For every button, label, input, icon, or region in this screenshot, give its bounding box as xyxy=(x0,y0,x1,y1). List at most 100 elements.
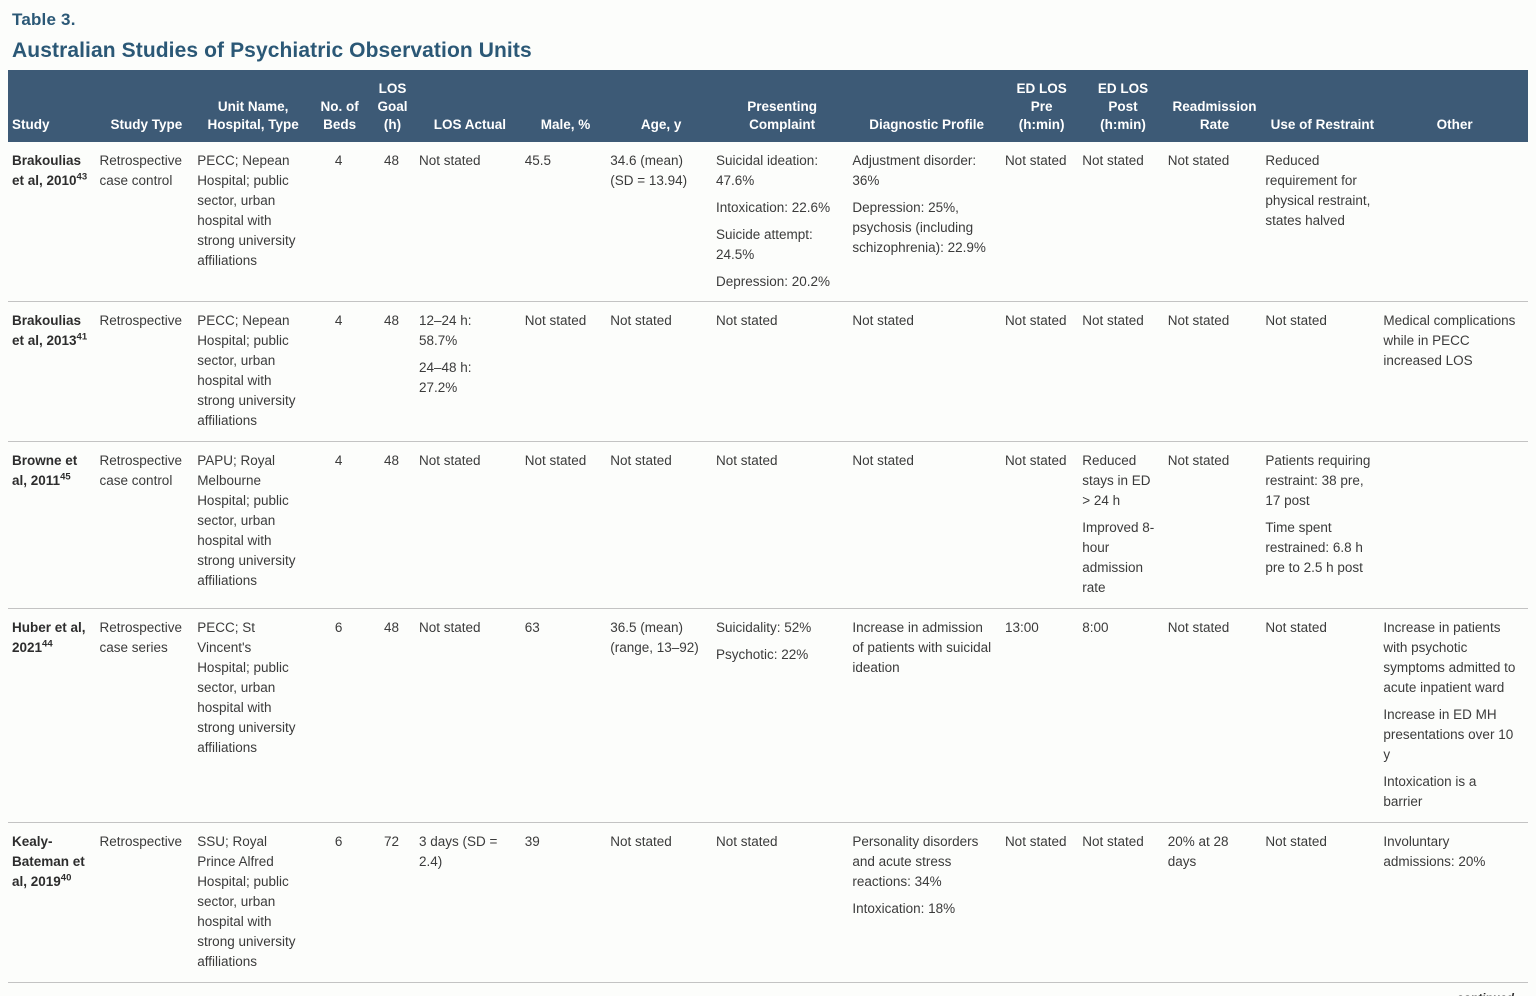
cell-ed_pre: Not stated xyxy=(1004,313,1067,329)
cell-los_goal: 48 xyxy=(384,453,400,469)
cell-study: Brakoulias et al, 201043 xyxy=(8,142,98,302)
cell-beds: 4 xyxy=(334,152,343,168)
cell-ed_pre: Not stated xyxy=(1004,833,1067,849)
cell-unit: PAPU; Royal Melbourne Hospital; public s… xyxy=(197,453,296,589)
cell-los_actual: Not stated xyxy=(418,152,481,168)
cell-paragraph: 24–48 h: 27.2% xyxy=(418,360,472,396)
cell-paragraph: Depression: 20.2% xyxy=(716,273,831,289)
cell-study: Browne et al, 201145 xyxy=(8,442,98,609)
cell-study: Brakoulias et al, 201341 xyxy=(8,302,98,442)
study-name: Brakoulias et al, 2010 xyxy=(12,152,82,188)
cell-other: Increase in patients with psychotic symp… xyxy=(1381,609,1528,823)
table-body: Brakoulias et al, 201043 Retrospective ca… xyxy=(8,142,1528,983)
cell-ed_post: Reduced stays in ED > 24 h Improved 8-hou… xyxy=(1080,442,1165,609)
cell-other xyxy=(1381,442,1528,609)
header-age: Age, y xyxy=(608,70,714,142)
cell-presenting: Suicidal ideation: 47.6% Intoxication: 22… xyxy=(714,142,850,302)
cell-paragraph: 12–24 h: 58.7% xyxy=(418,313,472,349)
cell-readmission: Not stated xyxy=(1167,453,1230,469)
cell-study_type: Retrospective xyxy=(99,313,183,329)
cell-other xyxy=(1381,142,1528,302)
header-ed_post: ED LOS Post (h:min) xyxy=(1080,70,1166,142)
cell-paragraph: Personality disorders and acute stress r… xyxy=(852,833,979,889)
cell-presenting: Not stated xyxy=(716,453,778,469)
cell-study_type: Retrospective case control xyxy=(99,152,183,188)
cell-paragraph: Intoxication: 18% xyxy=(852,900,956,916)
cell-los_goal: 48 xyxy=(384,152,400,168)
cell-paragraph: Patients requiring restraint: 38 pre, 17… xyxy=(1265,453,1371,509)
header-los_goal: LOS Goal (h) xyxy=(368,70,417,142)
cell-los_actual: Not stated xyxy=(418,620,481,636)
cell-age: Not stated xyxy=(610,453,672,469)
cell-paragraph: Improved 8-hour admission rate xyxy=(1082,520,1155,596)
header-readmission: Readmission Rate xyxy=(1165,70,1264,142)
cell-paragraph: Increase in patients with psychotic symp… xyxy=(1383,620,1516,695)
cell-male: 39 xyxy=(524,833,540,849)
study-name: Brakoulias et al, 2013 xyxy=(12,313,82,349)
cell-los_goal: 48 xyxy=(384,313,400,329)
table-row: Brakoulias et al, 201341 Retrospective PEC… xyxy=(8,302,1528,442)
cell-male: 63 xyxy=(524,620,540,636)
cell-paragraph: Intoxication: 22.6% xyxy=(716,199,831,215)
page-title: Australian Studies of Psychiatric Observ… xyxy=(12,39,532,62)
cell-study: Huber et al, 202144 xyxy=(8,609,98,823)
header-restraint: Use of Restraint xyxy=(1263,70,1382,142)
cell-presenting: Suicidality: 52% Psychotic: 22% xyxy=(714,609,850,823)
cell-paragraph: Increase in ED MH presentations over 10 … xyxy=(1383,706,1514,762)
cell-paragraph: Psychotic: 22% xyxy=(716,647,809,663)
cell-restraint: Reduced requirement for physical restrai… xyxy=(1265,152,1371,228)
cell-ed_post: Not stated xyxy=(1082,833,1144,849)
cell-paragraph: Depression: 25%, psychosis (including sc… xyxy=(852,199,986,255)
cell-los_actual: 12–24 h: 58.7% 24–48 h: 27.2% xyxy=(417,302,523,442)
header-diagnostic: Diagnostic Profile xyxy=(850,70,1003,142)
cell-study_type: Retrospective case control xyxy=(99,453,183,489)
cell-other: Medical complications while in PECC incr… xyxy=(1383,313,1516,369)
cell-los_goal: 48 xyxy=(384,620,400,636)
cell-other: Involuntary admissions: 20% xyxy=(1383,833,1486,869)
cell-unit: SSU; Royal Prince Alfred Hospital; publi… xyxy=(197,833,296,969)
cell-restraint: Patients requiring restraint: 38 pre, 17… xyxy=(1263,442,1381,609)
cell-diagnostic: Not stated xyxy=(852,453,914,469)
table-row: Browne et al, 201145 Retrospective case c… xyxy=(8,442,1528,609)
cell-ed_post: Not stated xyxy=(1082,152,1144,168)
cell-diagnostic: Not stated xyxy=(852,313,914,329)
studies-table: Study Study Type Unit Name, Hospital, Type… xyxy=(8,70,1528,983)
header-male: Male, % xyxy=(522,70,609,142)
reference-superscript: 40 xyxy=(60,872,72,884)
header-beds: No. of Beds xyxy=(311,70,369,142)
header-los_actual: LOS Actual xyxy=(416,70,523,142)
cell-restraint: Not stated xyxy=(1265,620,1327,636)
reference-superscript: 43 xyxy=(76,171,88,183)
cell-unit: PECC; Nepean Hospital; public sector, ur… xyxy=(197,152,296,268)
header-study_type: Study Type xyxy=(97,70,196,142)
cell-beds: 4 xyxy=(334,313,343,329)
cell-readmission: Not stated xyxy=(1167,152,1230,168)
cell-diagnostic: Adjustment disorder: 36% Depression: 25%,… xyxy=(850,142,1003,302)
table-label: Table 3. xyxy=(12,10,76,29)
cell-male: Not stated xyxy=(524,453,587,469)
table-row: Huber et al, 202144 Retrospective case se… xyxy=(8,609,1528,823)
reference-superscript: 41 xyxy=(76,331,88,343)
cell-paragraph: Reduced stays in ED > 24 h xyxy=(1082,453,1151,509)
header-study: Study xyxy=(8,70,98,142)
cell-ed_post: Not stated xyxy=(1082,313,1144,329)
reference-superscript: 45 xyxy=(60,471,71,483)
cell-ed_pre: Not stated xyxy=(1004,453,1067,469)
cell-study_type: Retrospective xyxy=(99,833,183,849)
cell-readmission: Not stated xyxy=(1167,313,1230,329)
cell-los_actual: 3 days (SD = 2.4) xyxy=(418,833,498,869)
study-name: Kealy-Bateman et al, 2019 xyxy=(12,833,85,889)
study-name: Browne et al, 2011 xyxy=(12,453,78,489)
header-row: Study Study Type Unit Name, Hospital, Type… xyxy=(8,70,1528,142)
cell-ed_pre: Not stated xyxy=(1004,152,1067,168)
cell-beds: 6 xyxy=(334,620,343,636)
cell-paragraph: Intoxication is a barrier xyxy=(1383,773,1477,809)
header-other: Other xyxy=(1381,70,1528,142)
continued-label: continued xyxy=(8,983,1528,996)
cell-unit: PECC; Nepean Hospital; public sector, ur… xyxy=(197,313,296,429)
cell-ed_post: 8:00 xyxy=(1082,620,1109,636)
cell-los_goal: 72 xyxy=(384,833,400,849)
cell-paragraph: Suicidal ideation: 47.6% xyxy=(716,152,819,188)
cell-presenting: Not stated xyxy=(716,833,778,849)
cell-age: Not stated xyxy=(610,313,672,329)
